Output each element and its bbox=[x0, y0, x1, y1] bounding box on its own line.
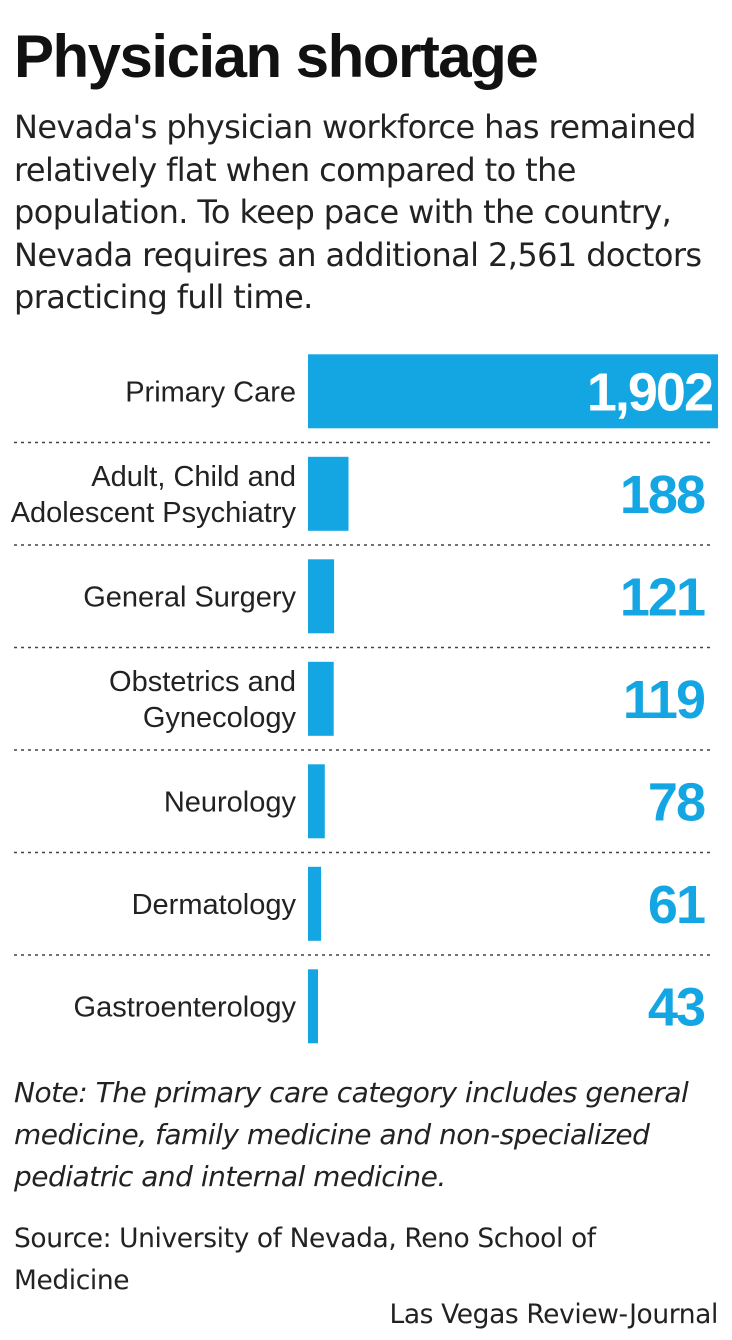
bar-primary-care bbox=[308, 354, 718, 429]
bar-gastroenterology bbox=[308, 969, 318, 1044]
chart-subtitle: Nevada's physician workforce has remaine… bbox=[14, 108, 702, 316]
category-label: Primary Care bbox=[125, 376, 296, 408]
bar-row-general-surgery: General Surgery 121 bbox=[83, 559, 707, 634]
value-label: 188 bbox=[620, 465, 705, 525]
category-label: Obstetrics and bbox=[109, 666, 296, 698]
bar-adult-child-and-adolescent-psychiatry bbox=[308, 456, 349, 531]
bar-row-adult-child-and-adolescent-psychiatry: Adult, Child and Adolescent Psychiatry 188 bbox=[11, 456, 707, 531]
value-label: 43 bbox=[648, 977, 705, 1037]
chart-note: Note: The primary care category includes… bbox=[14, 1076, 689, 1193]
category-label: General Surgery bbox=[83, 581, 296, 613]
publisher-credit: Las Vegas Review-Journal bbox=[389, 1299, 718, 1330]
value-label: 121 bbox=[620, 567, 705, 627]
category-label: Gastroenterology bbox=[74, 991, 297, 1023]
bar-neurology bbox=[308, 764, 325, 839]
category-label: Adolescent Psychiatry bbox=[11, 497, 297, 529]
value-label: 61 bbox=[648, 875, 705, 935]
category-label: Dermatology bbox=[132, 889, 297, 921]
bar-obstetrics-and-gynecology bbox=[308, 661, 334, 736]
bar-chart: Primary Care 1,902 Adult, Child and Adolesc… bbox=[11, 354, 718, 1044]
category-label: Gynecology bbox=[143, 702, 297, 734]
value-label: 119 bbox=[623, 670, 705, 730]
chart-source: Source: University of Nevada, Reno Schoo… bbox=[14, 1223, 596, 1296]
bar-general-surgery bbox=[308, 559, 335, 634]
bar-row-neurology: Neurology 78 bbox=[164, 764, 707, 839]
bar-row-dermatology: Dermatology 61 bbox=[132, 866, 707, 941]
bar-row-obstetrics-and-gynecology: Obstetrics and Gynecology 119 bbox=[109, 661, 707, 736]
bar-row-primary-care: Primary Care 1,902 bbox=[125, 354, 718, 429]
category-label: Neurology bbox=[164, 786, 297, 818]
bar-dermatology bbox=[308, 866, 322, 941]
value-label: 1,902 bbox=[587, 362, 712, 422]
bar-row-gastroenterology: Gastroenterology 43 bbox=[74, 969, 707, 1044]
chart-title: Physician shortage bbox=[14, 23, 539, 90]
category-label: Adult, Child and bbox=[91, 461, 296, 493]
value-label: 78 bbox=[648, 772, 705, 832]
